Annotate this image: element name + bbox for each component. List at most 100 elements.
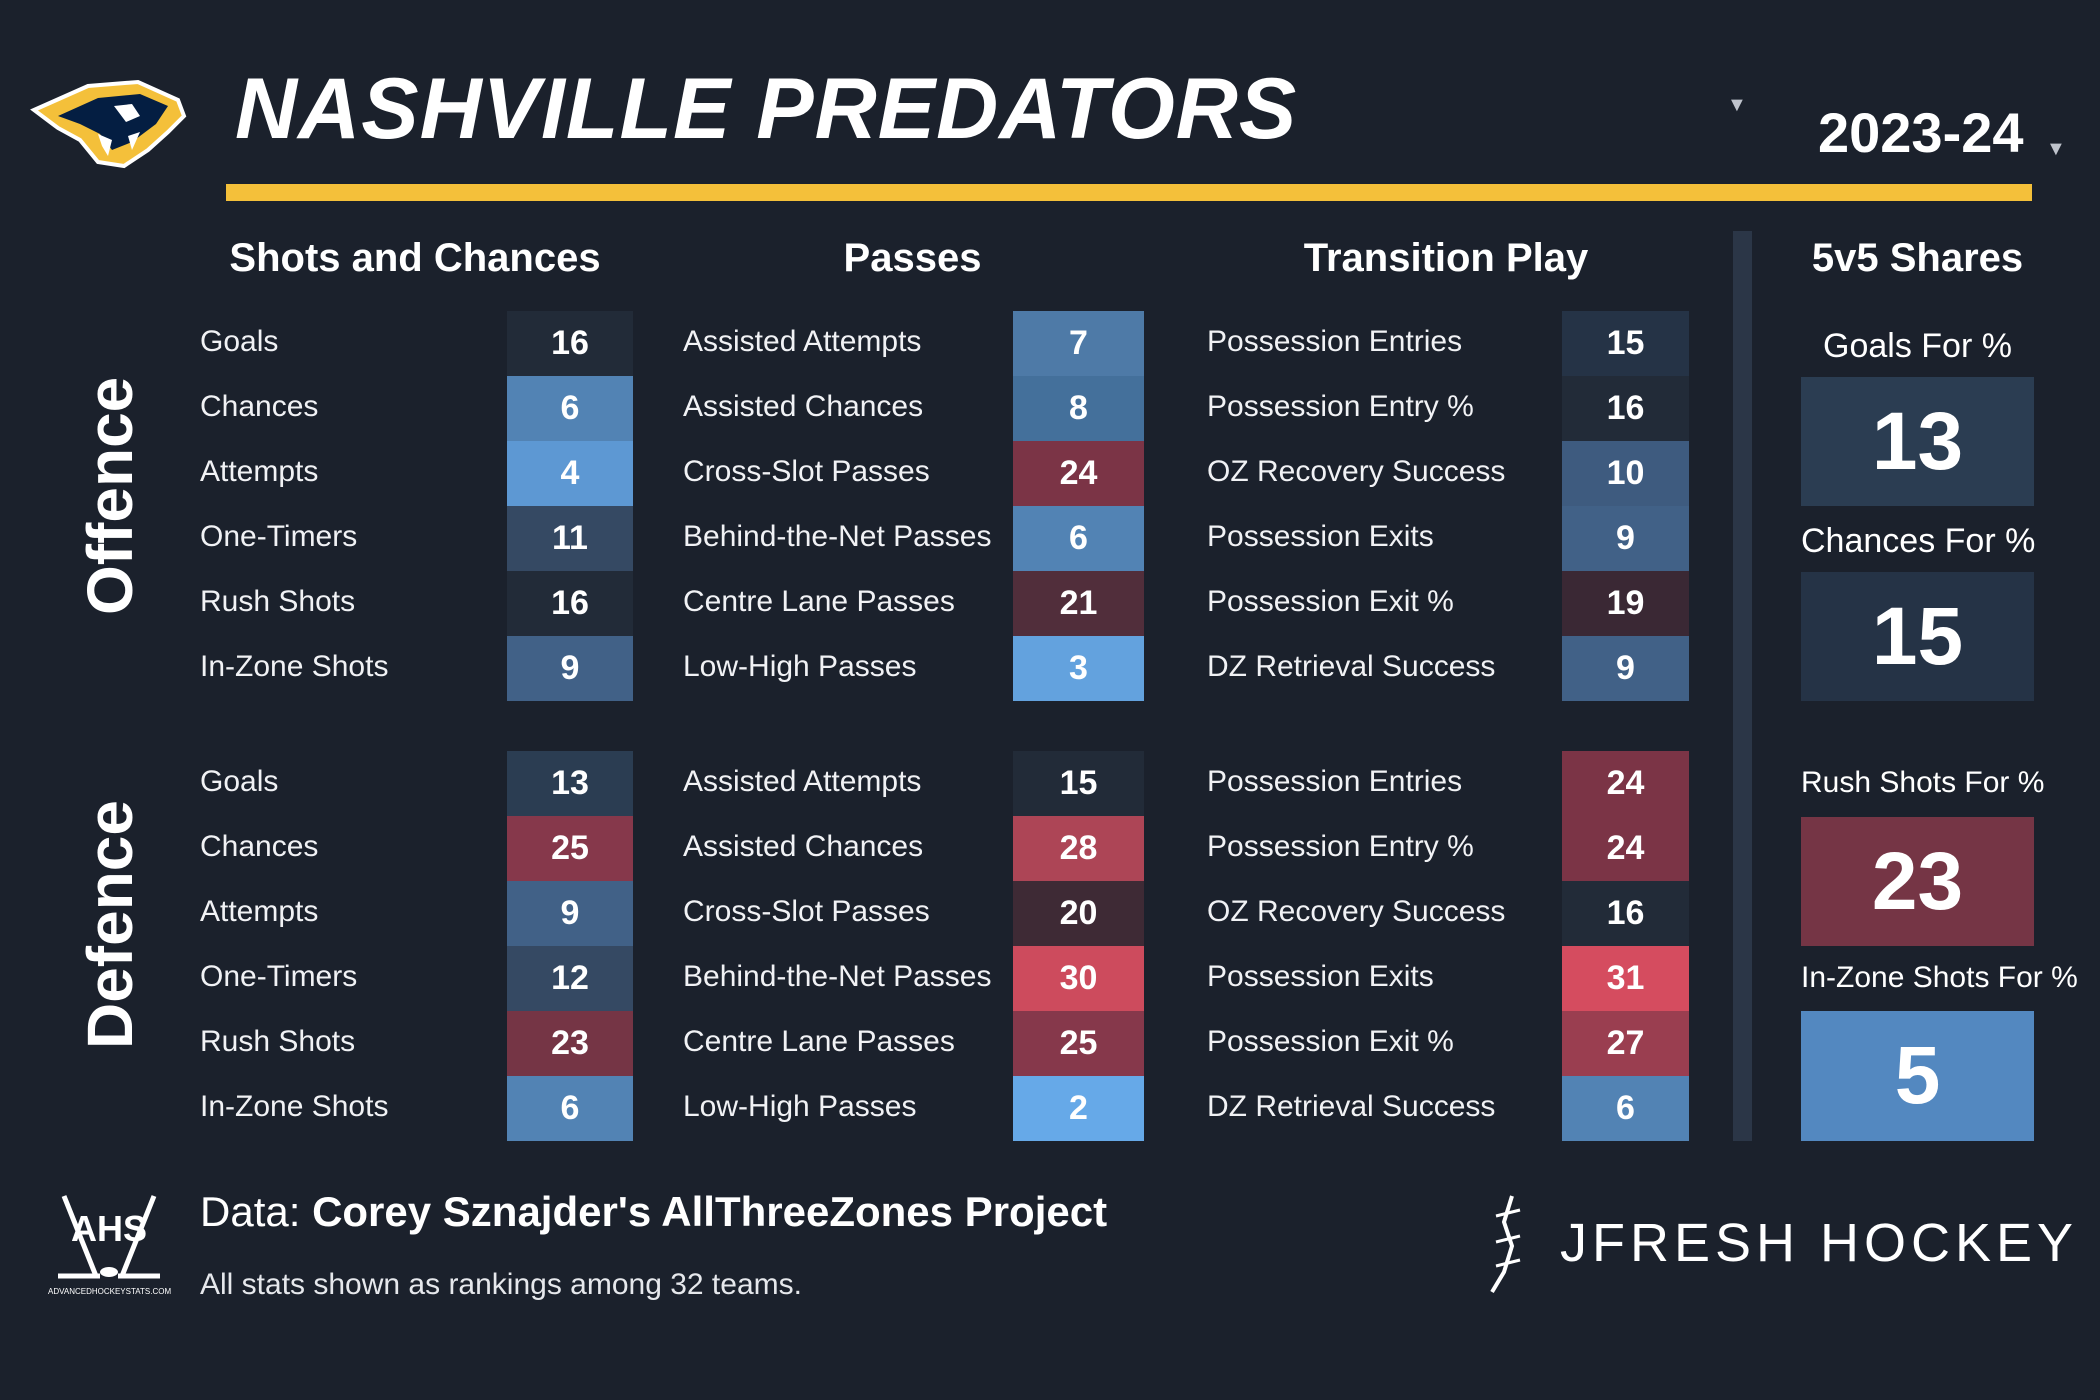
share-box-rush-shots: 23 [1801, 817, 2034, 946]
stat-label: OZ Recovery Success [1207, 455, 1506, 488]
stat-rank-cell: 7 [1013, 311, 1144, 376]
column-title-shares: 5v5 Shares [1811, 236, 2024, 280]
stat-rank-cell: 24 [1562, 816, 1689, 881]
stat-label: Centre Lane Passes [683, 585, 955, 618]
shares-divider [1733, 231, 1752, 1141]
share-label-inzone-shots: In-Zone Shots For % [1801, 961, 2078, 994]
team-title: NASHVILLE PREDATORS [235, 61, 1298, 157]
stat-rank-cell: 6 [507, 1076, 633, 1141]
stat-label: Assisted Attempts [683, 765, 922, 798]
stat-label: Possession Entry % [1207, 390, 1474, 423]
share-label-rush-shots: Rush Shots For % [1801, 766, 2045, 799]
share-label-chances: Chances For % [1801, 522, 2036, 560]
stat-rank-cell: 6 [507, 376, 633, 441]
stat-rank-cell: 13 [507, 751, 633, 816]
stat-label: One-Timers [200, 520, 358, 553]
jfresh-logo-icon [1482, 1192, 1534, 1296]
stat-label: Centre Lane Passes [683, 1025, 955, 1058]
stat-label: Assisted Chances [683, 830, 924, 863]
stat-rank-cell: 19 [1562, 571, 1689, 636]
stat-label: Attempts [200, 895, 319, 928]
stat-label: Chances [200, 390, 319, 423]
stat-label: Behind-the-Net Passes [683, 960, 992, 993]
stat-rank-cell: 27 [1562, 1011, 1689, 1076]
stat-rank-cell: 9 [1562, 636, 1689, 701]
stat-rank-cell: 11 [507, 506, 633, 571]
chevron-down-icon[interactable]: ▼ [1727, 94, 1747, 116]
data-source: Data: Corey Sznajder's AllThreeZones Pro… [200, 1188, 1107, 1236]
stat-rank-cell: 9 [507, 636, 633, 701]
stat-rank-cell: 30 [1013, 946, 1144, 1011]
ahs-logo-text: AHS [70, 1208, 147, 1249]
stat-rank-cell: 23 [507, 1011, 633, 1076]
stat-label: Possession Entries [1207, 325, 1463, 358]
stat-rank-cell: 16 [507, 311, 633, 376]
brand-name: JFRESH HOCKEY [1560, 1213, 2079, 1273]
stat-rank-cell: 21 [1013, 571, 1144, 636]
stat-rank-cell: 4 [507, 441, 633, 506]
stat-label: Low-High Passes [683, 650, 917, 683]
stat-label: Cross-Slot Passes [683, 455, 930, 488]
stat-rank-cell: 31 [1562, 946, 1689, 1011]
data-source-prefix: Data: [200, 1188, 301, 1235]
stat-rank-cell: 8 [1013, 376, 1144, 441]
stat-label: Attempts [200, 455, 319, 488]
stat-label: Assisted Attempts [683, 325, 922, 358]
column-title-passes: Passes [843, 236, 982, 280]
stat-label: In-Zone Shots [200, 650, 389, 683]
stat-label: DZ Retrieval Success [1207, 650, 1496, 683]
stat-label: Cross-Slot Passes [683, 895, 930, 928]
chevron-down-icon[interactable]: ▼ [2046, 138, 2066, 160]
stat-rank-cell: 25 [1013, 1011, 1144, 1076]
stat-rank-cell: 15 [1013, 751, 1144, 816]
stat-label: Behind-the-Net Passes [683, 520, 992, 553]
stat-rank-cell: 6 [1562, 1076, 1689, 1141]
stat-label: Possession Exit % [1207, 1025, 1454, 1058]
stat-label: Possession Exits [1207, 520, 1434, 553]
share-label-goals: Goals For % [1823, 327, 2012, 365]
stat-rank-cell: 20 [1013, 881, 1144, 946]
predators-logo-icon [28, 76, 188, 172]
stat-label: Chances [200, 830, 319, 863]
share-box-chances: 15 [1801, 572, 2034, 701]
stat-label: Possession Exits [1207, 960, 1434, 993]
ahs-logo-icon [50, 1188, 168, 1284]
stat-label: Goals [200, 765, 279, 798]
stat-rank-cell: 24 [1562, 751, 1689, 816]
stat-rank-cell: 15 [1562, 311, 1689, 376]
stat-rank-cell: 9 [1562, 506, 1689, 571]
section-label-defence: Defence [74, 800, 146, 1049]
stat-rank-cell: 16 [507, 571, 633, 636]
data-source-name: Corey Sznajder's AllThreeZones Project [312, 1188, 1108, 1235]
stat-label: Rush Shots [200, 585, 356, 618]
stat-rank-cell: 2 [1013, 1076, 1144, 1141]
stat-label: Goals [200, 325, 279, 358]
stat-label: Possession Exit % [1207, 585, 1454, 618]
stat-label: OZ Recovery Success [1207, 895, 1506, 928]
column-title-transition: Transition Play [1303, 236, 1589, 280]
stat-label: Assisted Chances [683, 390, 924, 423]
stat-label: Possession Entry % [1207, 830, 1474, 863]
stat-rank-cell: 10 [1562, 441, 1689, 506]
ahs-url: ADVANCEDHOCKEYSTATS.COM [48, 1287, 172, 1296]
stat-rank-cell: 3 [1013, 636, 1144, 701]
stat-label: In-Zone Shots [200, 1090, 389, 1123]
stat-rank-cell: 9 [507, 881, 633, 946]
stat-label: Possession Entries [1207, 765, 1463, 798]
stat-rank-cell: 12 [507, 946, 633, 1011]
header-divider [226, 184, 2032, 201]
stat-rank-cell: 28 [1013, 816, 1144, 881]
stat-label: One-Timers [200, 960, 358, 993]
footer-note: All stats shown as rankings among 32 tea… [200, 1268, 802, 1301]
stat-label: Low-High Passes [683, 1090, 917, 1123]
section-label-offence: Offence [74, 376, 146, 615]
share-box-goals: 13 [1801, 377, 2034, 506]
share-box-inzone-shots: 5 [1801, 1011, 2034, 1141]
stat-rank-cell: 16 [1562, 376, 1689, 441]
season-selector[interactable]: 2023-24 [1818, 101, 2024, 164]
column-title-shots: Shots and Chances [229, 236, 601, 280]
stat-rank-cell: 16 [1562, 881, 1689, 946]
stat-rank-cell: 25 [507, 816, 633, 881]
stat-rank-cell: 6 [1013, 506, 1144, 571]
stat-label: Rush Shots [200, 1025, 356, 1058]
